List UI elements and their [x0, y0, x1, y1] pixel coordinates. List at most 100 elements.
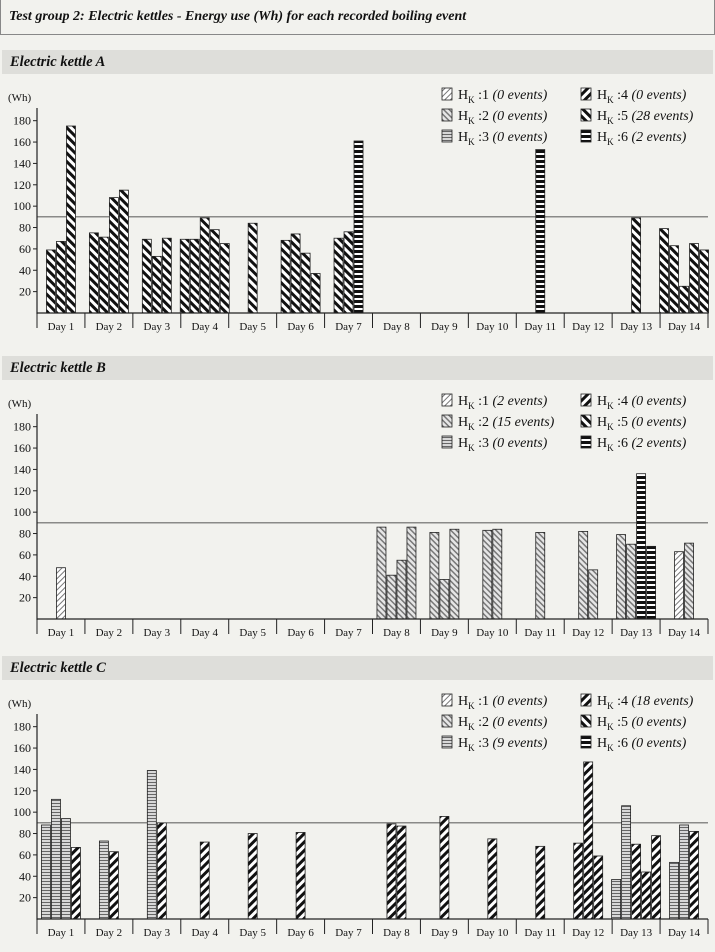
- x-tick-label: Day 5: [239, 627, 266, 639]
- bar: [684, 542, 694, 620]
- bar: [189, 238, 200, 314]
- legend-swatch: [580, 87, 592, 101]
- bar: [439, 816, 450, 920]
- bar: [699, 249, 709, 314]
- bar: [66, 125, 76, 314]
- chart-kettle-c: (Wh) 20 40 60 80 100 120 140 160 180 Day 1 Day 2 Day…: [8, 693, 709, 939]
- bar: [209, 229, 220, 314]
- bar: [280, 239, 291, 314]
- bar: [386, 574, 397, 620]
- x-tick-label: Day 12: [572, 321, 604, 333]
- bar: [61, 818, 71, 920]
- x-tick-label: Day 13: [620, 321, 653, 333]
- y-tick-label: 60: [19, 548, 31, 562]
- x-tick-label: Day 3: [144, 927, 171, 939]
- y-tick-label: 160: [13, 135, 31, 149]
- panel-header-c: Electric kettle C: [2, 656, 713, 680]
- legend-swatch: [580, 714, 592, 728]
- bar: [56, 241, 66, 314]
- y-tick-label: 140: [13, 462, 31, 476]
- x-tick-label: Day 14: [668, 321, 701, 333]
- x-tick-label: Day 8: [383, 627, 410, 639]
- bar: [439, 579, 450, 620]
- x-tick-label: Day 11: [524, 927, 556, 939]
- x-tick-label: Day 9: [431, 627, 458, 639]
- panel-header-a: Electric kettle A: [2, 50, 713, 74]
- y-tick-label: 120: [13, 784, 31, 798]
- x-tick-label: Day 11: [524, 321, 556, 333]
- y-tick-label: 180: [13, 720, 31, 734]
- bar: [300, 252, 311, 314]
- x-tick-label: Day 9: [431, 321, 458, 333]
- bar: [108, 851, 119, 920]
- panel-title-a: Electric kettle A: [10, 54, 106, 70]
- x-tick-label: Day 1: [48, 627, 75, 639]
- x-tick-label: Day 6: [287, 927, 314, 939]
- y-tick-label: 160: [13, 741, 31, 755]
- x-tick-label: Day 9: [431, 927, 458, 939]
- legend-swatch: [441, 414, 453, 428]
- legend-swatch: [580, 129, 592, 143]
- x-tick-label: Day 10: [476, 627, 509, 639]
- y-tick-label: 100: [13, 199, 31, 213]
- bar: [396, 559, 407, 620]
- bar: [295, 832, 306, 920]
- legend-entry: HK :3 (0 events): [458, 436, 548, 453]
- bar: [573, 842, 584, 920]
- y-tick-label: 60: [19, 242, 31, 256]
- bar: [689, 830, 699, 920]
- bar: [41, 824, 51, 920]
- x-tick-label: Day 12: [572, 627, 604, 639]
- bar: [98, 840, 109, 920]
- bar: [616, 534, 627, 620]
- bar: [593, 855, 604, 920]
- bar: [578, 530, 589, 620]
- bar: [51, 798, 61, 920]
- bar: [631, 217, 642, 314]
- bar: [611, 879, 622, 920]
- bar: [535, 845, 546, 920]
- x-tick-label: Day 5: [239, 321, 266, 333]
- bar: [636, 473, 647, 620]
- y-tick-label: 100: [13, 505, 31, 519]
- bar: [535, 532, 546, 620]
- bar: [631, 843, 642, 920]
- bar: [247, 222, 258, 314]
- bar: [199, 217, 210, 314]
- legend-swatch: [580, 393, 592, 407]
- y-axis-label: (Wh): [8, 398, 32, 410]
- legend-swatch: [580, 693, 592, 707]
- legend-entry: HK :5 (0 events): [597, 715, 687, 732]
- x-tick-label: Day 11: [524, 627, 556, 639]
- y-tick-label: 140: [13, 156, 31, 170]
- bar: [669, 861, 679, 920]
- bar: [396, 825, 407, 920]
- y-tick-label: 120: [13, 484, 31, 498]
- bar: [487, 838, 498, 920]
- bar: [679, 285, 689, 314]
- x-tick-label: Day 3: [144, 321, 171, 333]
- legend-entry: HK :3 (9 events): [458, 736, 548, 753]
- panel-title-b: Electric kettle B: [10, 360, 106, 376]
- legend-swatch: [441, 129, 453, 143]
- y-tick-label: 20: [19, 285, 31, 299]
- x-tick-label: Day 12: [572, 927, 604, 939]
- x-tick-label: Day 13: [620, 927, 653, 939]
- y-tick-label: 80: [19, 221, 31, 235]
- legend-entry: HK :2 (0 events): [458, 109, 548, 126]
- y-tick-label: 160: [13, 441, 31, 455]
- legend-entry: HK :1 (2 events): [458, 394, 548, 411]
- bar: [353, 140, 364, 314]
- legend-entry: HK :5 (0 events): [597, 415, 687, 432]
- legend-swatch: [580, 414, 592, 428]
- bar: [290, 233, 301, 314]
- bar: [343, 231, 354, 314]
- x-tick-label: Day 7: [335, 627, 362, 639]
- chart-kettle-a: (Wh) 20 40 60 80 100 120 140 160 180 Day 1 Day 2 Day…: [8, 87, 709, 333]
- page-title-bar: Test group 2: Electric kettles - Energy …: [0, 0, 715, 35]
- bar: [386, 823, 397, 920]
- y-tick-label: 40: [19, 569, 31, 583]
- bar: [98, 236, 109, 314]
- legend-entry: HK :2 (15 events): [458, 415, 555, 432]
- x-tick-label: Day 10: [476, 927, 509, 939]
